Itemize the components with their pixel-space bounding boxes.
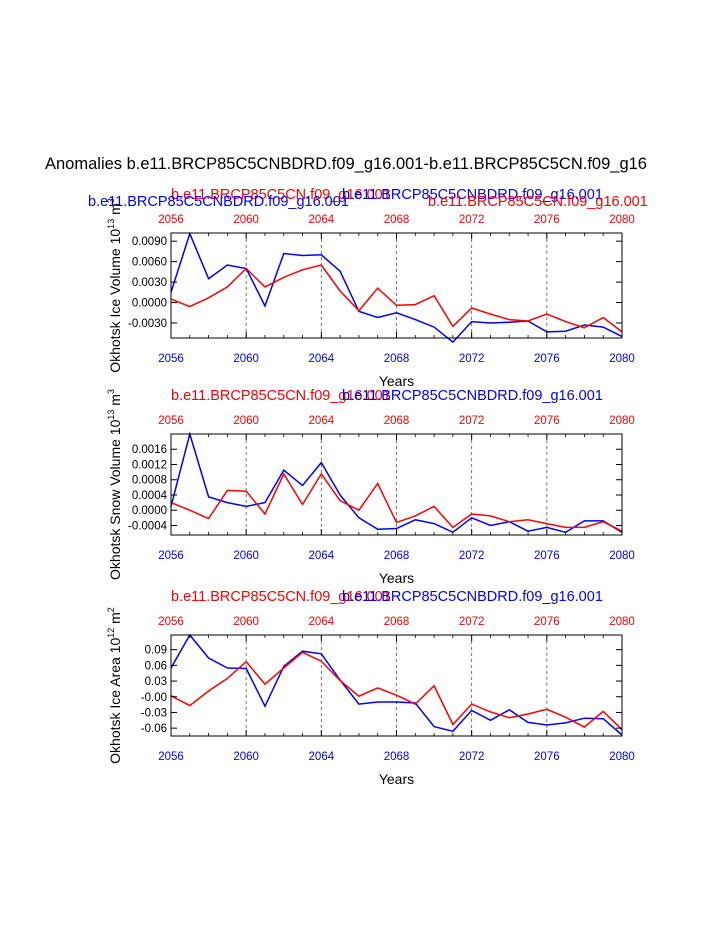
panel-2-x-top-tick-label: 2056 xyxy=(158,415,184,427)
panel-2-x-axis-title: Years xyxy=(379,570,414,586)
panel-1-x-axis-title: Years xyxy=(379,373,414,389)
panel-2-x-tick-label: 2076 xyxy=(534,550,560,562)
panel-3-x-top-tick-label: 2068 xyxy=(384,616,410,628)
panel-2-x-top-tick-label: 2068 xyxy=(384,415,410,427)
panel-1-case-label-blue-left: b.e11.BRCP85C5CNBDRD.f09_g16.001 xyxy=(88,194,349,210)
panel-1-red-series-line xyxy=(170,264,623,333)
panel-2-y-tick-label: 0.0012 xyxy=(132,459,167,471)
panel-1-x-tick-label: 2060 xyxy=(233,353,259,365)
panel-2-x-tick-label: 2080 xyxy=(609,550,635,562)
panel-2-x-tick-label: 2068 xyxy=(384,550,410,562)
panel-2-y-tick-label: 0.0008 xyxy=(132,475,167,487)
panel-3-x-tick-label: 2068 xyxy=(384,751,410,763)
panel-2-y-tick-label: 0.0000 xyxy=(132,505,167,517)
panel-2-x-tick-label: 2072 xyxy=(459,550,485,562)
panel-3-x-tick-label: 2056 xyxy=(158,751,184,763)
panel-3-y-tick-label: -0.06 xyxy=(141,723,167,735)
panel-1-x-top-tick-label: 2072 xyxy=(459,214,485,226)
panel-3-y-axis-title: Okhotsk Ice Area 1012 m2 xyxy=(106,607,123,764)
figure-title: Anomalies b.e11.BRCP85C5CNBDRD.f09_g16.0… xyxy=(45,155,647,173)
panel-1-axis-frame xyxy=(170,232,623,339)
panel-1-case-label-red: b.e11.BRCP85C5CN.f09_g16.001 xyxy=(171,187,391,203)
panel-1-y-tick-label: 0.0030 xyxy=(132,277,167,289)
panel-2-red-series-line xyxy=(170,472,623,532)
panel-3-y-tick-label: -0.00 xyxy=(141,692,167,704)
panel-2-y-tick-label: -0.0004 xyxy=(128,520,168,532)
panel-3-y-tick-label: 0.09 xyxy=(145,645,167,657)
panel-2-y-axis-title: Okhotsk Snow Volume 1013 m3 xyxy=(106,389,123,580)
panel-3-red-series-line xyxy=(170,651,623,731)
panel-3-x-tick-label: 2080 xyxy=(609,751,635,763)
panel-2-blue-series-line xyxy=(170,431,623,534)
panel-3-x-top-tick-label: 2056 xyxy=(158,616,184,628)
panel-3-case-label-blue: b.e11.BRCP85C5CNBDRD.f09_g16.001 xyxy=(342,589,603,605)
panel-1-y-tick-label: 0.0000 xyxy=(132,298,167,310)
panel-2-x-top-tick-label: 2064 xyxy=(309,415,335,427)
panel-2-y-tick-label: 0.0016 xyxy=(132,444,167,456)
panel-2-x-tick-label: 2056 xyxy=(158,550,184,562)
panel-2-x-top-tick-label: 2072 xyxy=(459,415,485,427)
panel-1-y-tick-label: 0.0090 xyxy=(132,236,167,248)
panel-3-x-top-tick-label: 2076 xyxy=(534,616,560,628)
panel-1-x-top-tick-label: 2076 xyxy=(534,214,560,226)
panel-3-y-tick-label: 0.06 xyxy=(145,660,167,672)
panel-3-x-tick-label: 2076 xyxy=(534,751,560,763)
panel-1-x-tick-label: 2064 xyxy=(309,353,335,365)
panel-1-x-top-tick-label: 2056 xyxy=(158,214,184,226)
panel-3-x-top-tick-label: 2080 xyxy=(609,616,635,628)
panel-1-x-tick-label: 2076 xyxy=(534,353,560,365)
panel-3-x-tick-label: 2060 xyxy=(233,751,259,763)
panel-1-case-label-blue: b.e11.BRCP85C5CNBDRD.f09_g16.001 xyxy=(342,187,603,203)
panel-3-y-tick-label: -0.03 xyxy=(141,707,167,719)
panel-1-x-top-tick-label: 2060 xyxy=(233,214,259,226)
panel-1-x-tick-label: 2072 xyxy=(459,353,485,365)
panel-1-x-top-tick-label: 2064 xyxy=(309,214,335,226)
panel-1-y-tick-label: 0.0060 xyxy=(132,257,167,269)
panel-1-x-top-tick-label: 2068 xyxy=(384,214,410,226)
panel-3-x-axis-title: Years xyxy=(379,771,414,787)
panel-1-x-tick-label: 2080 xyxy=(609,353,635,365)
panel-1-y-axis-title: Okhotsk Ice Volume 1013 m3 xyxy=(106,198,123,373)
panel-1-y-tick-label: -0.0030 xyxy=(128,318,167,330)
panel-2-case-label-red: b.e11.BRCP85C5CN.f09_g16.001 xyxy=(171,388,391,404)
panel-2-y-tick-label: 0.0004 xyxy=(132,490,168,502)
panel-3-x-tick-label: 2064 xyxy=(309,751,335,763)
panel-3-x-top-tick-label: 2064 xyxy=(309,616,335,628)
panel-2-x-top-tick-label: 2080 xyxy=(609,415,635,427)
panel-3-case-label-red: b.e11.BRCP85C5CN.f09_g16.001 xyxy=(171,589,391,605)
panel-2-case-label-blue: b.e11.BRCP85C5CNBDRD.f09_g16.001 xyxy=(342,388,603,404)
panel-3-x-top-tick-label: 2072 xyxy=(459,616,485,628)
panel-1-x-tick-label: 2056 xyxy=(158,353,184,365)
panel-2-x-top-tick-label: 2060 xyxy=(233,415,259,427)
panel-1-x-tick-label: 2068 xyxy=(384,353,410,365)
panel-1-x-top-tick-label: 2080 xyxy=(609,214,635,226)
panel-2-x-tick-label: 2060 xyxy=(233,550,259,562)
panel-3-y-tick-label: 0.03 xyxy=(145,676,167,688)
panel-3-x-top-tick-label: 2060 xyxy=(233,616,259,628)
panel-1-case-label-red-right: b.e11.BRCP85C5CN.f09_g16.001 xyxy=(428,194,648,210)
panel-2-x-top-tick-label: 2076 xyxy=(534,415,560,427)
panel-3-x-tick-label: 2072 xyxy=(459,751,485,763)
panel-3-blue-series-line xyxy=(170,633,623,736)
panel-2-x-tick-label: 2064 xyxy=(309,550,335,562)
